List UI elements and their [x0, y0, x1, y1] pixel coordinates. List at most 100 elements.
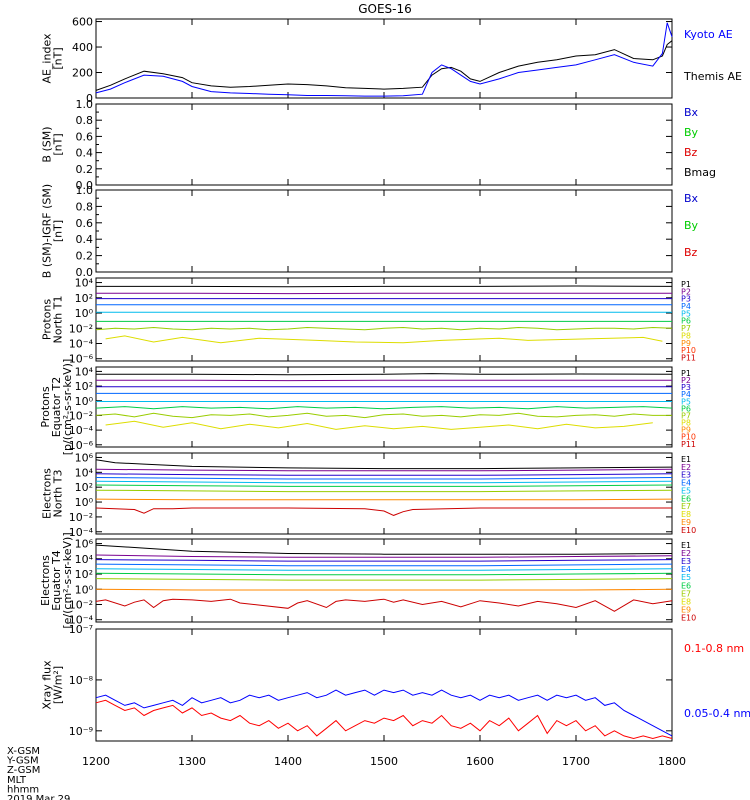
- bigrf-legend-by: By: [684, 219, 699, 232]
- en-legend-e10: E10: [681, 526, 696, 535]
- en-legend-e7: E7: [681, 502, 691, 511]
- en-series-e1: [95, 459, 673, 470]
- bsm-ytick-label: 0.4: [76, 147, 94, 160]
- pn-ytick-label: 10⁻²: [69, 322, 93, 335]
- bigrf-frame: [95, 189, 673, 273]
- en-ytick-label: 10⁻²: [69, 511, 93, 524]
- en-legend-e6: E6: [681, 494, 691, 503]
- en-series-e2: [95, 468, 673, 472]
- en-ytick-label: 10⁶: [75, 451, 94, 464]
- x-tick-label: 1600: [466, 755, 494, 768]
- pn-series-p8: [105, 335, 663, 344]
- pe-legend-p7: P7: [681, 411, 691, 420]
- ee-legend-e5: E5: [681, 573, 691, 582]
- pe-legend-p8: P8: [681, 419, 691, 428]
- en-legend-e2: E2: [681, 463, 691, 472]
- pe-legend-p11: P11: [681, 440, 696, 449]
- bsm-ytick-label: 1.0: [76, 98, 94, 111]
- ee-ytick-label: 10⁰: [75, 583, 94, 596]
- ee-series-e9: [95, 598, 673, 612]
- ae-legend-kyoto-ae: Kyoto AE: [684, 28, 733, 41]
- ee-ytick-label: 10⁻⁴: [69, 614, 94, 627]
- en-legend-e5: E5: [681, 486, 691, 495]
- x-tick-label: 1700: [562, 755, 590, 768]
- footer-label: hhmm: [7, 784, 39, 795]
- ee-ytick-label: 10²: [75, 568, 93, 581]
- en-series-e5: [95, 480, 673, 484]
- ae-ytick-label: 400: [72, 41, 93, 54]
- xray-series-0-05-0-4-nm: [95, 689, 673, 737]
- pe-series-p7: [95, 412, 672, 419]
- ee-legend-e9: E9: [681, 605, 691, 614]
- bigrf-ytick-label: 0.2: [76, 250, 94, 263]
- ae-ytick-label: 600: [72, 16, 93, 29]
- x-tick-label: 1800: [658, 755, 686, 768]
- ae-ytick-label: 0: [86, 92, 93, 105]
- pn-ytick-label: 10⁰: [75, 307, 94, 320]
- bsm-legend-by: By: [684, 126, 699, 139]
- xray-ytick-label: 10⁻⁸: [69, 674, 94, 687]
- ee-series-e6: [95, 572, 673, 576]
- en-legend-e4: E4: [681, 479, 691, 488]
- pn-ytick-label: 10²: [75, 292, 93, 305]
- pn-legend-p1: P1: [681, 280, 691, 289]
- pn-ytick-label: 10⁴: [75, 277, 94, 290]
- en-legend-e3: E3: [681, 471, 691, 480]
- en-legend-e8: E8: [681, 510, 691, 519]
- ee-ytick-label: 10⁻²: [69, 598, 93, 611]
- pn-ylabel-line: Protons: [41, 299, 54, 340]
- xray-frame: [95, 628, 673, 742]
- x-tick-label: 1200: [82, 755, 110, 768]
- bsm-ytick-label: 0.0: [76, 179, 94, 192]
- bigrf-ylabel-line: B (SM)-IGRF (SM): [41, 184, 54, 278]
- pe-series-p1: [96, 373, 673, 376]
- footer-label: MLT: [7, 775, 27, 786]
- bsm-ytick-label: 0.8: [76, 114, 94, 127]
- pn-legend-p8: P8: [681, 331, 691, 340]
- bsm-ytick-label: 0.6: [76, 130, 94, 143]
- x-tick-label: 1300: [178, 755, 206, 768]
- bigrf-legend-bx: Bx: [684, 192, 699, 205]
- pn-ytick-label: 10⁻⁴: [69, 337, 94, 350]
- bigrf-ylabel-line: [nT]: [52, 220, 65, 242]
- ee-legend-e6: E6: [681, 581, 691, 590]
- ee-legend-e2: E2: [681, 549, 691, 558]
- panel-bsm: 0.0 0.2 0.4 0.6 0.8 1.0 B (SM)[nT] Bx By Bz Bmag: [41, 98, 717, 192]
- en-series-e8: [95, 498, 673, 501]
- panel-ae: 0 200 400 600 AE_index[nT] Kyoto AE Themis AE: [41, 16, 742, 105]
- pn-series-p7: [95, 326, 673, 331]
- ee-legend-e1: E1: [681, 541, 691, 550]
- pe-ytick-label: 10²: [75, 380, 93, 393]
- ee-ylabel-line: Equator T4: [50, 550, 63, 610]
- pe-ytick-label: 10⁻²: [69, 409, 93, 422]
- bsm-ytick-label: 0.2: [76, 163, 94, 176]
- pe-legend-p4: P4: [681, 390, 691, 399]
- pn-ylabel-line: North T1: [52, 296, 65, 344]
- panel-xray: 10⁻⁷ 10⁻⁸ 10⁻⁹ Xray flux[W/m²] 0.1-0.8 nm 0.0…: [41, 623, 750, 742]
- ee-series-e3: [95, 559, 673, 562]
- ae-frame: [95, 18, 673, 99]
- x-tick-label: 1500: [370, 755, 398, 768]
- ee-series-e4: [95, 563, 673, 567]
- xray-series-0-1-0-8-nm: [95, 699, 673, 740]
- pe-legend-p2: P2: [681, 376, 691, 385]
- bsm-ylabel-line: [nT]: [52, 133, 65, 155]
- en-legend-e9: E9: [681, 518, 691, 527]
- en-series-e4: [95, 477, 673, 480]
- ae-series-themis-ae: [95, 40, 673, 91]
- footer-label: X-GSM: [7, 746, 40, 757]
- pn-legend-p4: P4: [681, 302, 691, 311]
- bigrf-ytick-label: 1.0: [76, 184, 94, 197]
- ee-series-e5: [95, 568, 673, 571]
- en-frame: [95, 452, 673, 535]
- ae-legend-themis-ae: Themis AE: [683, 70, 742, 83]
- en-series-e7: [95, 489, 673, 493]
- pe-ytick-label: 10⁴: [75, 365, 94, 378]
- pe-series-p8: [105, 420, 653, 430]
- pn-legend-p6: P6: [681, 317, 691, 326]
- panel-bigrf: 0.0 0.2 0.4 0.6 0.8 1.0 B (SM)-IGRF (SM)[nT] Bx…: [41, 184, 699, 279]
